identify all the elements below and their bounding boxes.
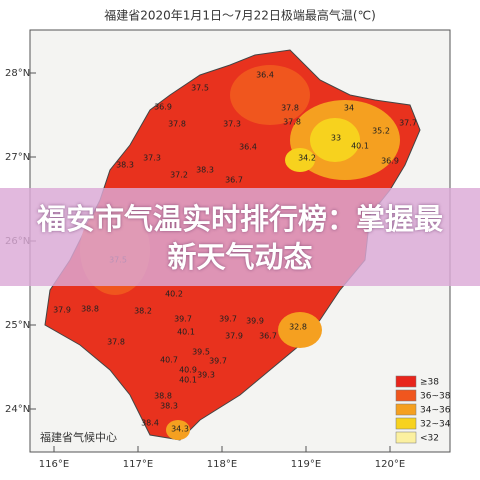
station-value: 34	[344, 104, 354, 113]
station-value: 39.5	[192, 348, 210, 357]
station-value: 38.3	[116, 161, 134, 170]
station-value: 37.7	[399, 119, 417, 128]
legend-label: 32~34	[420, 420, 451, 430]
legend-label: ≥38	[420, 378, 439, 388]
legend-swatch	[395, 389, 417, 402]
lat-label: 27°N	[5, 152, 30, 163]
station-value: 40.1	[179, 376, 197, 385]
station-value: 36.9	[381, 157, 399, 166]
station-value: 38.4	[141, 419, 159, 428]
lon-label: 120°E	[375, 459, 405, 470]
station-value: 37.2	[170, 171, 188, 180]
station-value: 33	[331, 134, 341, 143]
station-value: 34.3	[171, 425, 189, 434]
map-title: 福建省2020年1月1日～7月22日极端最高气温(℃)	[104, 8, 376, 23]
zone	[230, 65, 310, 125]
station-value: 40.2	[165, 290, 183, 299]
station-value: 34.2	[298, 154, 316, 163]
station-value: 36.4	[256, 71, 274, 80]
station-value: 40.7	[160, 356, 178, 365]
station-value: 38.3	[160, 402, 178, 411]
station-value: 38.2	[134, 307, 152, 316]
station-value: 37.3	[223, 120, 241, 129]
legend-label: 36~38	[420, 392, 451, 402]
station-value: 39.9	[246, 317, 264, 326]
station-value: 40.9	[179, 366, 197, 375]
station-value: 39.7	[174, 315, 192, 324]
station-value: 39.3	[197, 371, 215, 380]
lon-label: 118°E	[207, 459, 237, 470]
station-value: 37.9	[53, 306, 71, 315]
station-value: 38.8	[81, 305, 99, 314]
station-value: 39.7	[209, 357, 227, 366]
zone	[166, 420, 190, 440]
zone	[285, 148, 315, 172]
lat-label: 24°N	[5, 404, 30, 415]
station-value: 40.1	[177, 328, 195, 337]
station-value: 36.7	[225, 176, 243, 185]
legend-swatch	[395, 375, 417, 388]
map-layer: 28°N27°N26°N25°N24°N116°E117°E118°E119°E…	[5, 68, 451, 470]
station-value: 36.4	[239, 143, 257, 152]
station-value: 38.3	[196, 166, 214, 175]
zone	[310, 118, 360, 162]
station-value: 36.7	[259, 332, 277, 341]
lon-label: 117°E	[123, 459, 153, 470]
station-value: 38.8	[154, 392, 172, 401]
legend-swatch	[395, 403, 417, 416]
station-value: 32.8	[289, 323, 307, 332]
lon-label: 119°E	[291, 459, 321, 470]
lon-label: 116°E	[39, 459, 69, 470]
station-value: 36.9	[154, 103, 172, 112]
station-value: 40.1	[351, 142, 369, 151]
source: 福建省气候中心	[40, 430, 117, 444]
station-value: 37.9	[225, 332, 243, 341]
station-value: 37.3	[143, 154, 161, 163]
station-value: 37.8	[281, 104, 299, 113]
station-value: 37.5	[191, 84, 209, 93]
overlay-band	[0, 188, 480, 286]
zone	[278, 312, 322, 348]
lat-label: 25°N	[5, 320, 30, 331]
station-value: 35.2	[372, 127, 390, 136]
overlay-title: 福安市气温实时排行榜：掌握最新天气动态	[36, 202, 443, 274]
legend-swatch	[395, 431, 417, 444]
station-value: 37.8	[283, 118, 301, 127]
lat-label: 28°N	[5, 68, 30, 79]
legend-swatch	[395, 417, 417, 430]
legend-label: 34~36	[420, 406, 451, 416]
station-value: 37.8	[168, 120, 186, 129]
station-value: 39.7	[219, 315, 237, 324]
station-value: 37.8	[107, 338, 125, 347]
legend-label: <32	[420, 434, 439, 444]
